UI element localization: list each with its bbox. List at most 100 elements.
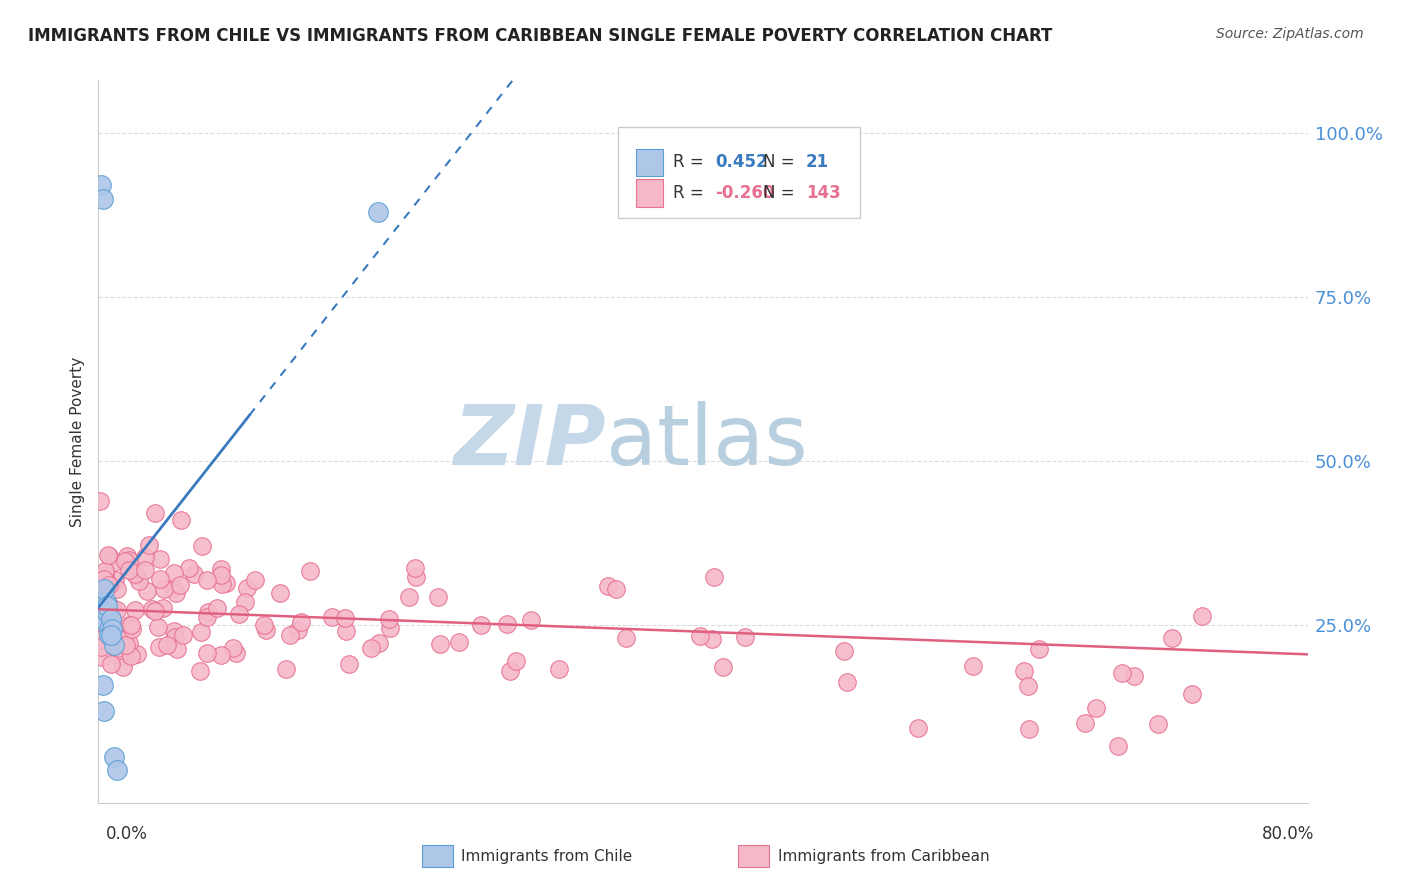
Point [1017,679,1039,693]
Point [103,749,125,764]
Point [253,617,276,632]
Point [447,635,470,649]
Point [104,573,127,587]
Point [115,624,138,638]
Point [105,603,128,617]
Point [274,662,297,676]
Point [120,617,142,632]
Point [299,564,322,578]
Point [333,611,356,625]
Point [114,554,136,568]
Point [89,494,111,508]
Text: N =: N = [763,184,800,202]
Point [105,763,128,777]
Point [228,607,250,622]
Point [103,638,125,652]
Point [93,583,115,598]
Text: ZIP: ZIP [454,401,606,482]
Point [105,582,128,596]
Point [143,604,166,618]
Point [134,549,156,564]
Point [163,624,186,638]
Point [703,569,725,583]
Text: 0.452: 0.452 [716,153,768,171]
Point [93,582,115,597]
Point [96,581,118,595]
Point [191,539,214,553]
Point [163,566,186,580]
Point [209,648,232,662]
Text: Source: ZipAtlas.com: Source: ZipAtlas.com [1216,27,1364,41]
Point [233,595,256,609]
Point [166,641,188,656]
Point [124,603,146,617]
Point [177,561,200,575]
Point [405,570,427,584]
Point [162,582,184,596]
Point [215,576,238,591]
Point [280,628,302,642]
Point [118,553,141,567]
Point [94,595,117,609]
Point [97,548,120,562]
Point [94,567,117,582]
Point [118,563,141,577]
Text: 143: 143 [806,184,841,202]
Point [135,584,157,599]
Point [195,646,218,660]
Point [225,646,247,660]
Point [107,648,129,663]
Point [190,625,212,640]
Point [190,664,212,678]
Point [98,622,121,636]
Point [93,608,115,623]
Point [907,721,929,735]
FancyBboxPatch shape [637,149,664,176]
Point [103,639,125,653]
Point [89,589,111,603]
Point [114,638,136,652]
Point [598,579,620,593]
Point [367,204,389,219]
Point [149,572,172,586]
Point [689,629,711,643]
Point [1191,608,1213,623]
FancyBboxPatch shape [637,179,664,207]
Point [128,574,150,589]
Point [429,637,451,651]
Point [100,657,122,671]
Point [143,506,166,520]
Point [1018,722,1040,736]
Point [105,640,128,655]
Point [169,578,191,592]
Point [700,632,723,646]
Point [1160,631,1182,645]
Point [211,576,233,591]
Point [101,629,124,643]
Point [1107,739,1129,753]
Point [378,621,401,635]
Point [165,586,187,600]
Point [91,632,114,646]
Point [141,602,163,616]
Point [245,574,267,588]
Point [90,178,112,193]
Point [1146,716,1168,731]
Point [90,640,112,654]
Point [93,704,115,718]
Point [104,633,127,648]
Point [1085,700,1108,714]
Point [547,663,569,677]
Point [91,650,114,665]
Point [222,641,245,656]
Text: N =: N = [763,153,800,171]
Point [100,628,122,642]
Point [832,644,855,658]
Point [90,615,112,629]
Text: atlas: atlas [606,401,808,482]
Text: Immigrants from Chile: Immigrants from Chile [461,849,633,863]
Point [152,600,174,615]
Point [101,622,124,636]
Point [93,572,115,586]
Point [254,623,277,637]
